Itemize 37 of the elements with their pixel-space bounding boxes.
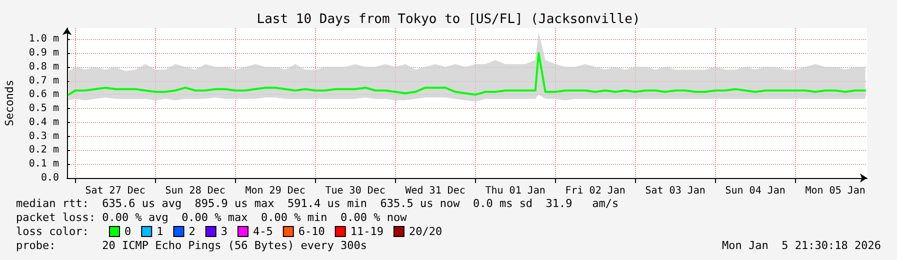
- y-tick-label: 0.7 m: [28, 75, 59, 86]
- y-tick-label: 0.5 m: [28, 103, 59, 114]
- x-tick-label: Tue 30 Dec: [325, 186, 386, 196]
- text: median rtt: 635.6 us avg 895.9 us max 591.4 us min 635.5 us now 0.0 ms sd 31.9 am/s: [16, 197, 619, 210]
- y-tick-label: 0.2 m: [28, 144, 59, 156]
- x-tick-label: Mon 05 Jan: [805, 186, 866, 196]
- chart-title: Last 10 Days from Tokyo to [US/FL] (Jacksonville): [256, 12, 640, 27]
- x-tick-label: Wed 31 Dec: [405, 186, 466, 196]
- legend-label: 11-19: [350, 225, 384, 238]
- x-tick-label: Mon 29 Dec: [245, 186, 306, 196]
- y-tick-label: 0.3 m: [28, 130, 59, 142]
- text: probe: 20 ICMP Echo Pings (56 Bytes) every 300s: [16, 239, 367, 252]
- y-tick-label: 0.6 m: [28, 89, 59, 100]
- x-tick-label: Sun 04 Jan: [725, 186, 786, 196]
- y-tick-label: 0.4 m: [28, 116, 59, 128]
- x-tick-label: Thu 01 Jan: [485, 186, 546, 196]
- legend-label: 20/20: [408, 225, 442, 238]
- legend-label: 3: [220, 225, 228, 238]
- y-tick-label: 0.1 m: [28, 158, 59, 170]
- x-tick-label: Fri 02 Jan: [565, 186, 626, 196]
- x-tick-label: Sat 03 Jan: [645, 186, 706, 196]
- line-series: [68, 52, 866, 96]
- y-tick-label: 0.9 m: [28, 48, 59, 58]
- x-tick-label: Sat 27 Dec: [85, 186, 146, 196]
- legend-label: 0: [124, 225, 132, 238]
- text: packet loss: 0.00 % avg 0.00 % max 0.00 % min 0.00 % now: [16, 211, 408, 224]
- y-tick-label: 1.0 m: [28, 34, 59, 45]
- legend-label: 1: [156, 225, 164, 238]
- legend-label: 4-5: [252, 225, 273, 238]
- y-tick-label: 0.0: [40, 172, 59, 184]
- x-tick-label: Sun 28 Dec: [165, 186, 226, 196]
- y-axis-title: Seconds: [3, 80, 16, 126]
- legend-label: 6-10: [298, 225, 325, 238]
- legend-label: 2: [188, 225, 196, 238]
- text: Mon Jan 5 21:30:18 2026: [722, 239, 882, 252]
- text: loss color:: [16, 225, 89, 238]
- y-tick-label: 0.8 m: [28, 61, 59, 72]
